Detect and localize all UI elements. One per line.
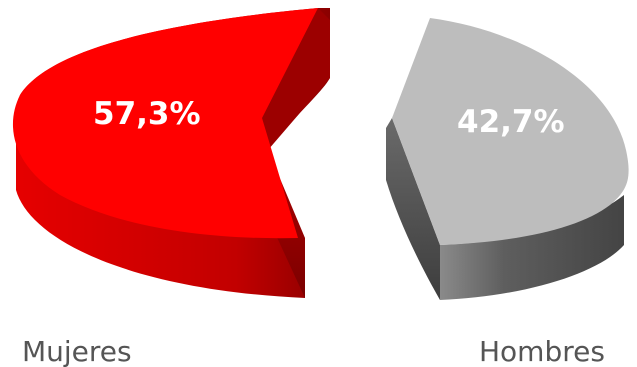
slice-label-mujeres: 57,3% (93, 96, 201, 132)
slice-mujeres-back-face (262, 8, 330, 150)
legend-label-mujeres: Mujeres (22, 335, 132, 367)
legend-label-hombres: Hombres (479, 335, 605, 367)
slice-mujeres: 57,3% (12, 8, 331, 298)
slice-label-hombres: 42,7% (457, 104, 565, 140)
slice-hombres-top (392, 18, 629, 245)
slice-hombres-cut-face (386, 118, 440, 300)
slice-hombres: 42,7% (386, 18, 629, 300)
slice-mujeres-top (12, 8, 318, 239)
